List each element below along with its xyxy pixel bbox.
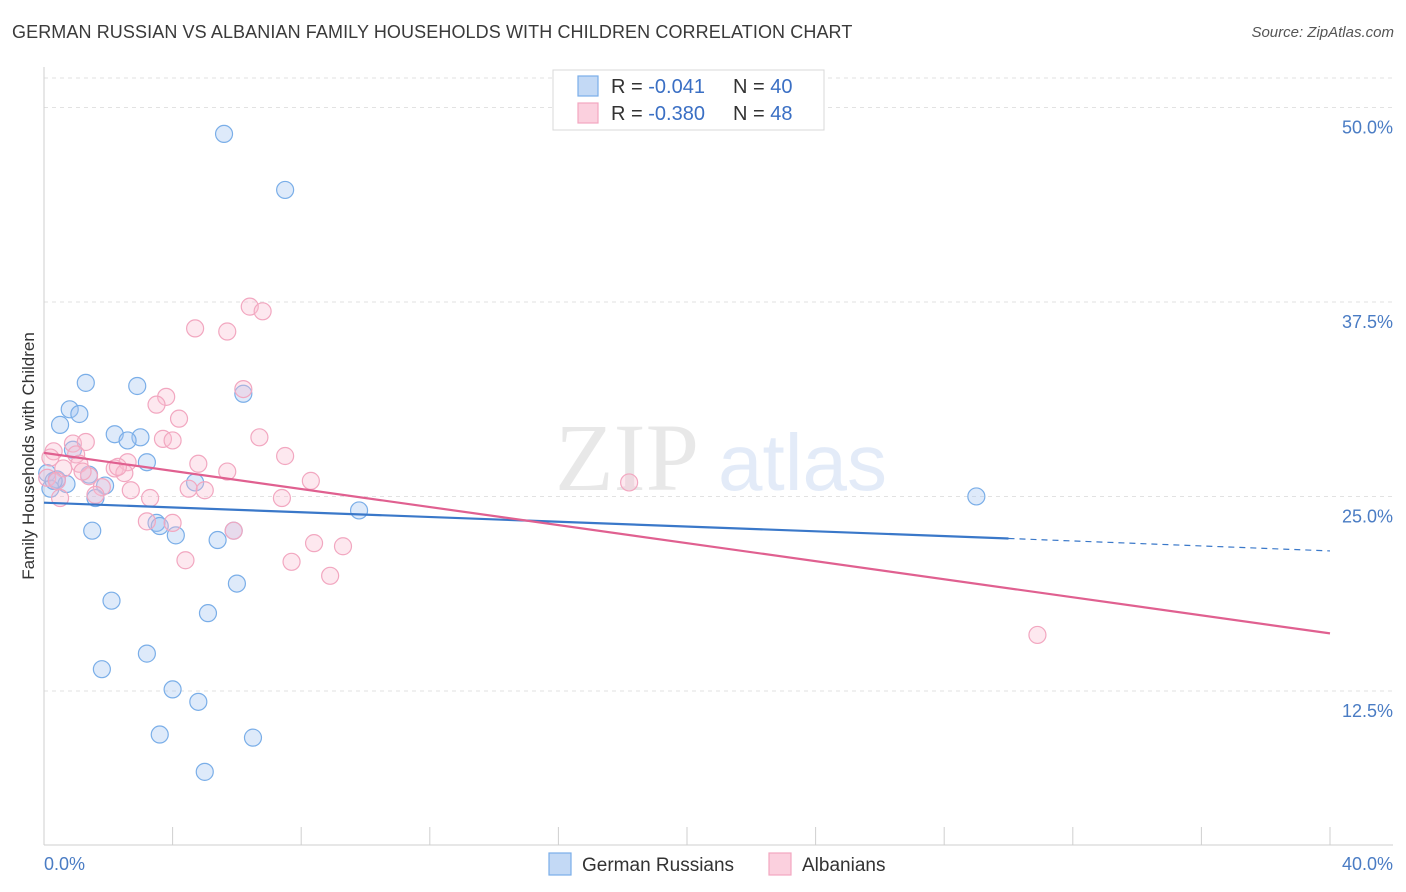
x-tick-label-max: 40.0% [1342, 854, 1393, 874]
point-german-russians [76, 373, 95, 392]
trend-line-extension-german-russians [1008, 537, 1331, 552]
trend-lines [43, 451, 1331, 635]
legend-r-label-1: R = [611, 76, 648, 98]
point-albanians [108, 457, 128, 476]
point-albanians [218, 322, 237, 341]
point-german-russians [234, 384, 253, 403]
point-albanians [234, 379, 253, 399]
point-albanians [620, 473, 639, 492]
point-albanians [333, 537, 353, 556]
chart-title: GERMAN RUSSIAN VS ALBANIAN FAMILY HOUSEH… [12, 22, 853, 42]
point-german-russians [150, 725, 169, 744]
series-legend: German Russians Albanians [548, 852, 885, 876]
point-albanians [250, 428, 269, 447]
legend-n-label-1: N = [733, 76, 770, 98]
y-tick-label: 25.0% [1342, 506, 1393, 526]
point-albanians [195, 481, 214, 500]
point-german-russians [92, 660, 111, 679]
point-albanians [121, 481, 140, 500]
point-albanians [218, 462, 237, 481]
point-albanians [163, 431, 182, 450]
point-albanians [169, 409, 189, 428]
watermark-zip: ZIP [555, 404, 699, 511]
legend-n-value-1: 40 [770, 76, 792, 98]
legend-r-label-2: R = [611, 103, 648, 125]
point-german-russians [243, 728, 263, 747]
point-albanians [179, 479, 198, 498]
legend-swatch-albanians [577, 102, 599, 124]
y-tick-label: 12.5% [1342, 701, 1393, 721]
point-albanians [301, 471, 320, 490]
point-german-russians [276, 180, 295, 200]
point-german-russians [189, 692, 208, 711]
point-albanians [189, 454, 208, 473]
svg-text:N = 48: N = 48 [733, 103, 793, 125]
point-albanians [186, 319, 205, 338]
point-albanians [176, 551, 195, 570]
series-legend-label-german-russians: German Russians [582, 855, 734, 876]
watermark-atlas: atlas [718, 418, 887, 507]
series-legend-swatch-german-russians [548, 852, 572, 876]
axes [43, 67, 1393, 846]
point-albanians [76, 432, 95, 452]
watermark: ZIP atlas [555, 404, 887, 511]
point-albanians [86, 485, 105, 504]
point-albanians [157, 387, 176, 406]
point-german-russians [214, 124, 234, 144]
legend-swatch-german-russians [577, 75, 599, 97]
point-german-russians [195, 762, 214, 781]
stats-legend: R = -0.041 N = 40 R = -0.380 N = 48 [552, 69, 825, 131]
point-german-russians [163, 680, 182, 699]
point-german-russians [83, 521, 102, 540]
trend-line-albanians [43, 451, 1331, 635]
series-legend-label-albanians: Albanians [802, 855, 885, 876]
svg-text:R = -0.041: R = -0.041 [611, 76, 705, 98]
legend-n-value-2: 48 [770, 103, 792, 125]
point-german-russians [128, 376, 147, 396]
point-albanians [224, 521, 243, 540]
source-label: Source: ZipAtlas.com [1251, 24, 1394, 41]
x-tick-label-min: 0.0% [44, 854, 85, 874]
point-albanians [47, 471, 66, 490]
svg-text:R = -0.380: R = -0.380 [611, 103, 705, 125]
point-albanians [1028, 625, 1047, 645]
point-albanians [163, 513, 182, 533]
point-albanians [137, 512, 156, 531]
point-german-russians [102, 591, 121, 610]
point-albanians [38, 468, 57, 487]
point-albanians [140, 488, 160, 508]
point-albanians [147, 395, 166, 414]
point-german-russians [70, 404, 89, 424]
point-albanians [73, 462, 92, 481]
point-german-russians [208, 530, 227, 550]
point-german-russians [349, 501, 369, 520]
y-tick-labels: 12.5% 25.0% 37.5% 50.0% [1342, 117, 1393, 721]
y-axis-title: Family Households with Children [19, 332, 38, 580]
point-german-russians [967, 487, 986, 506]
point-albanians [304, 534, 324, 553]
point-albanians [253, 302, 272, 321]
point-albanians [321, 566, 340, 585]
y-tick-label: 50.0% [1342, 117, 1393, 137]
legend-r-value-2: -0.380 [648, 103, 705, 125]
data-points [38, 124, 1047, 781]
svg-text:N = 40: N = 40 [733, 76, 793, 98]
point-albanians [272, 488, 292, 508]
legend-n-label-2: N = [733, 103, 770, 125]
legend-r-value-1: -0.041 [648, 76, 705, 98]
point-albanians [276, 446, 295, 466]
point-albanians [41, 448, 60, 467]
point-german-russians [118, 431, 137, 450]
point-german-russians [198, 604, 218, 623]
point-german-russians [137, 644, 156, 663]
point-german-russians [227, 574, 246, 593]
series-legend-swatch-albanians [768, 852, 792, 876]
point-german-russians [50, 415, 70, 434]
point-albanians [282, 552, 301, 571]
point-german-russians [60, 400, 79, 419]
y-tick-label: 37.5% [1342, 312, 1393, 332]
